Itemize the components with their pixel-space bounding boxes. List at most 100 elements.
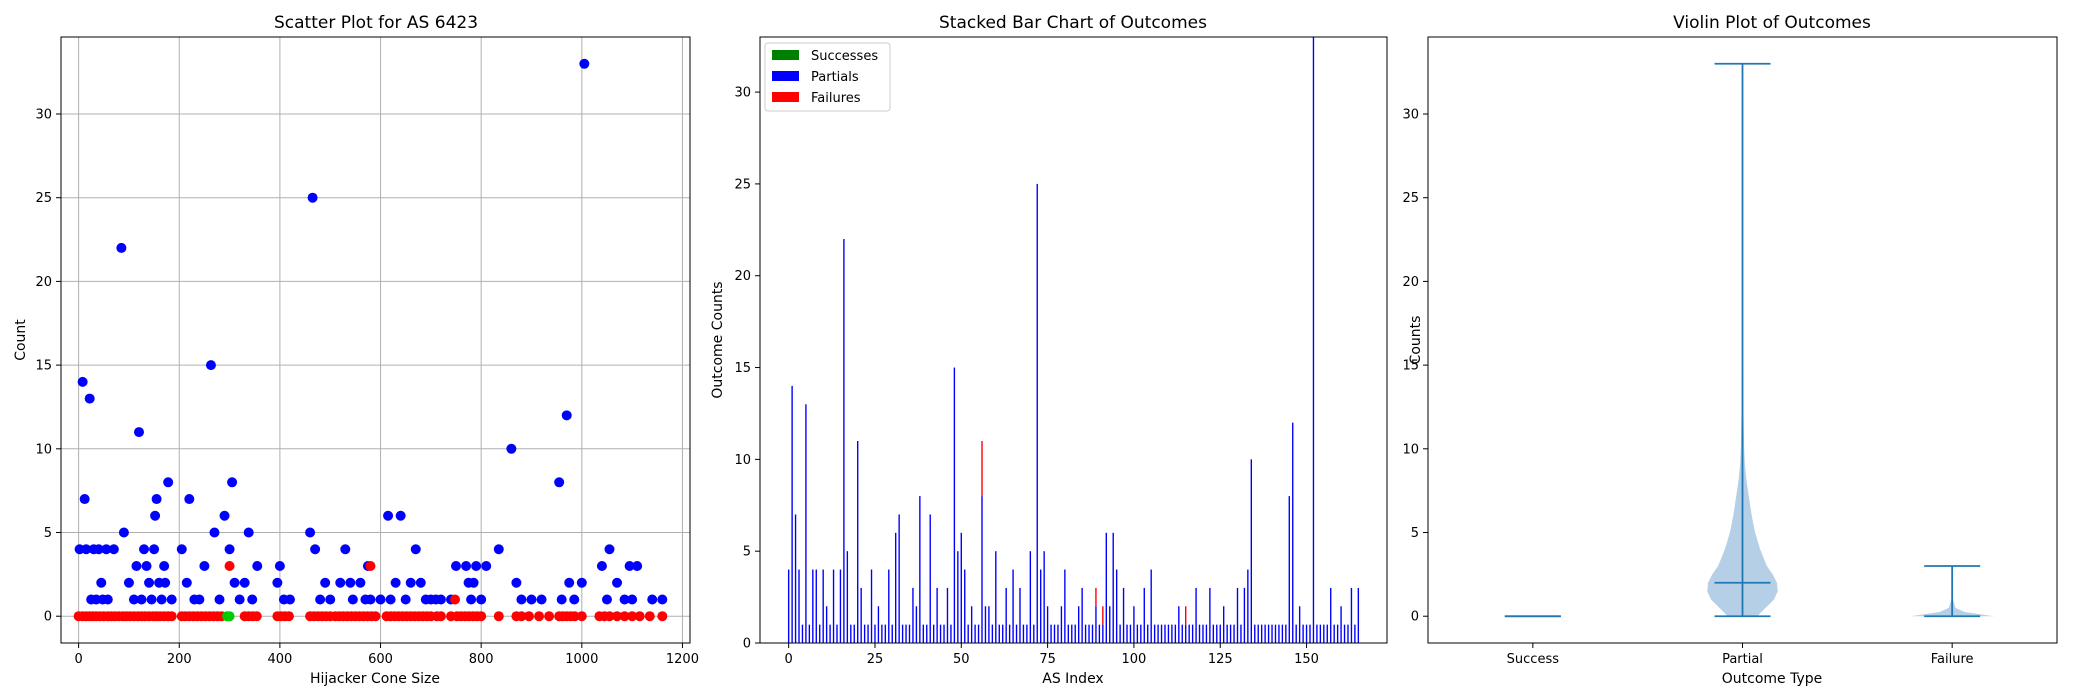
scatter-point xyxy=(385,594,396,605)
scatter-point xyxy=(102,594,113,605)
scatter-point xyxy=(627,594,638,605)
stacked-bar-segment xyxy=(953,367,956,643)
stacked-bar-segment xyxy=(853,624,855,643)
scatter-point xyxy=(604,611,615,622)
scatter-point xyxy=(101,544,112,555)
scatter-point xyxy=(284,594,295,605)
violins xyxy=(1504,62,1995,618)
violin-ytick-label: 0 xyxy=(1411,610,1419,625)
scatter-point xyxy=(335,577,346,588)
scatter-point xyxy=(123,577,134,588)
stacked-bar-segment xyxy=(1095,606,1097,643)
stacked-bar-segment xyxy=(1181,624,1183,643)
stacked-bar-segment xyxy=(1040,569,1042,643)
stacked-bar-segment xyxy=(919,496,921,643)
stacked-bar-segment xyxy=(1312,37,1315,643)
stacked-bar-segment xyxy=(860,587,862,643)
stacked-bar-segment xyxy=(1229,624,1232,643)
scatter-point xyxy=(199,560,210,571)
scatter-point xyxy=(214,594,225,605)
stacked-bar-segment xyxy=(970,606,973,643)
stacked-bar-segment xyxy=(1274,624,1277,643)
scatter-point xyxy=(163,477,174,488)
scatter-title: Scatter Plot for AS 6423 xyxy=(274,13,478,33)
stacked-bar-segment xyxy=(1043,551,1045,643)
scatter-point xyxy=(365,560,376,571)
violin-ytick-label: 25 xyxy=(1402,191,1419,206)
violin-ytick-label: 15 xyxy=(1402,359,1419,374)
scatter-point xyxy=(320,577,331,588)
stacked-bar-segment xyxy=(908,624,911,643)
scatter-point xyxy=(345,577,356,588)
stacked-bar-segment xyxy=(1178,606,1180,643)
stacked-bar-segment xyxy=(1236,587,1239,643)
stacked-bar-segment xyxy=(863,624,866,643)
stacked-bar-segment xyxy=(1205,624,1208,643)
scatter-point xyxy=(576,577,587,588)
scatter-point xyxy=(93,544,104,555)
scatter-point xyxy=(108,544,119,555)
scatter-point xyxy=(395,510,406,521)
scatter-point xyxy=(205,360,216,371)
scatter-point xyxy=(657,594,668,605)
stacked-bar-segment xyxy=(1050,624,1052,643)
scatter-ylabel: Count xyxy=(13,319,29,361)
scatter-point xyxy=(84,393,95,404)
scatter-point xyxy=(564,577,575,588)
scatter-point xyxy=(450,594,461,605)
legend-label-successes: Successes xyxy=(811,49,878,64)
stacked-bar-segment xyxy=(1260,624,1263,643)
stacked-bar-segment xyxy=(998,624,1000,643)
stacked-bar-segment xyxy=(1309,624,1311,643)
scatter-xtick-label: 0 xyxy=(74,652,82,667)
scatter-point xyxy=(229,577,240,588)
stacked-bar-segment xyxy=(832,569,835,643)
stacked-bar-segment xyxy=(836,624,838,643)
scatter-ytick-label: 10 xyxy=(35,442,52,457)
bar-axes-frame xyxy=(759,36,1388,644)
scatter-xtick-label: 800 xyxy=(469,652,494,667)
stacked-bar-segment xyxy=(825,606,828,643)
scatter-point xyxy=(160,577,171,588)
scatter-point xyxy=(81,544,92,555)
stacked-bar-segment xyxy=(815,569,817,643)
scatter-point xyxy=(579,58,590,69)
scatter-point xyxy=(576,611,587,622)
scatter-point xyxy=(224,544,235,555)
stacked-bar-segment xyxy=(1319,624,1322,643)
scatter-point xyxy=(224,611,235,622)
scatter-point xyxy=(405,577,416,588)
scatter-ytick-label: 30 xyxy=(35,108,52,123)
scatter-point xyxy=(209,527,220,538)
bar-legend: Successes Partials Failures xyxy=(764,42,891,112)
stacked-bar-segment xyxy=(1298,606,1301,643)
stacked-bar-segment xyxy=(1112,532,1114,643)
scatter-point xyxy=(461,560,472,571)
violin-ytick-label: 5 xyxy=(1411,526,1419,541)
scatter-point xyxy=(476,594,487,605)
stacked-bar-segment xyxy=(1022,624,1025,643)
scatter-point xyxy=(239,577,250,588)
bar-xtick-label: 100 xyxy=(1122,652,1147,667)
scatter-point xyxy=(619,594,630,605)
stacked-bar-segment xyxy=(1250,459,1253,643)
scatter-point xyxy=(516,611,527,622)
scatter-point xyxy=(612,577,623,588)
stacked-bar-segment xyxy=(1036,183,1038,643)
stacked-bar-segment xyxy=(867,624,869,643)
scatter-point xyxy=(146,594,157,605)
stacked-bar-segment xyxy=(964,569,966,643)
violin-xtick-label: Success xyxy=(1507,652,1560,667)
stacked-bar-segment xyxy=(801,624,804,643)
stacked-bar-segment xyxy=(1005,587,1007,643)
stacked-bar-segment xyxy=(1174,624,1177,643)
stacked-bar-segment xyxy=(1222,606,1225,643)
stacked-bar-segment xyxy=(1347,624,1349,643)
scatter-xtick-label: 1000 xyxy=(565,652,598,667)
scatter-point xyxy=(156,594,167,605)
legend-label-failures: Failures xyxy=(811,91,861,106)
stacked-bar-segment xyxy=(1109,606,1111,643)
scatter-point xyxy=(77,376,88,387)
stacked-bar-segment xyxy=(894,532,897,643)
